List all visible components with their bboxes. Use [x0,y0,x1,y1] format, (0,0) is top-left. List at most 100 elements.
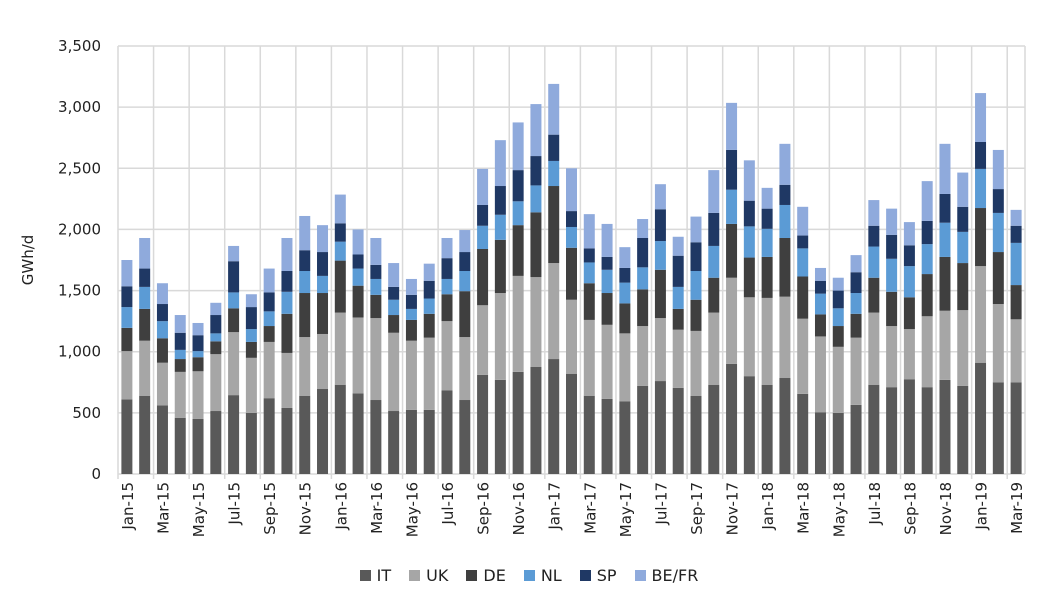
bar-be-fr-oct-18 [921,181,933,221]
bar-de-apr-18 [814,314,826,337]
bar-sp-feb-19 [992,189,1004,213]
bar-uk-jul-15 [228,332,240,396]
bar-it-sep-15 [263,398,275,474]
bar-uk-jan-19 [975,266,987,363]
bar-sp-feb-17 [566,211,577,227]
bar-sp-jun-16 [423,280,435,299]
bar-nl-sep-15 [263,311,275,327]
legend-label: UK [426,566,449,585]
bar-de-mar-17 [583,283,595,320]
bar-it-nov-17 [726,363,738,474]
x-tick-label: Sep-18 [901,482,919,535]
x-axis-ticks: Jan-15 Mar-15 May-15 Jul-15 Sep-15 Nov-15 Jan-… [119,482,1026,537]
bar-sp-jul-16 [441,258,453,279]
bar-it-dec-16 [530,367,542,474]
bar-sp-oct-18 [921,220,933,245]
bar-sp-mar-19 [1010,225,1022,243]
bar-nl-jan-19 [975,168,987,209]
bar-it-jun-16 [423,409,435,474]
bar-uk-feb-15 [139,340,151,396]
bar-it-mar-17 [583,395,595,474]
bar-de-aug-18 [886,291,898,327]
bar-de-jun-17 [637,289,649,327]
legend-label: DE [483,566,506,585]
bar-uk-mar-16 [370,318,382,401]
bar-nl-jul-17 [654,241,666,270]
bar-sp-may-15 [192,335,204,352]
x-tick-label: May-17 [617,482,635,537]
legend-item: UK [409,566,448,585]
bar-it-mar-16 [370,400,382,474]
bar-it-dec-18 [957,385,969,474]
bar-be-fr-dec-18 [957,172,969,207]
bar-de-aug-17 [672,308,684,330]
bar-sp-sep-17 [690,242,702,272]
bar-be-fr-mar-16 [370,237,382,265]
legend-swatch [523,570,535,581]
bar-uk-oct-16 [494,293,506,380]
bar-it-jun-17 [637,385,649,474]
bar-sp-mar-15 [156,304,168,322]
bar-uk-aug-17 [672,329,684,388]
bar-uk-jan-17 [548,263,560,360]
bar-it-mar-15 [156,405,168,474]
bar-be-fr-jan-16 [334,194,346,224]
bar-de-may-18 [832,326,844,347]
x-tick-label: Sep-16 [475,482,493,535]
bar-nl-aug-15 [245,329,257,342]
bar-de-nov-15 [299,293,311,338]
y-tick-label: 3,000 [58,98,101,116]
bar-be-fr-aug-15 [245,294,257,308]
bar-de-nov-17 [726,223,738,278]
x-tick-label: Jul-17 [652,482,670,526]
bar-sp-mar-16 [370,264,382,279]
x-tick-label: Nov-18 [937,482,955,535]
legend-swatch [634,570,646,581]
bar-it-may-18 [832,412,844,474]
bar-be-fr-apr-15 [174,315,186,333]
bar-uk-jul-16 [441,321,453,391]
bar-sp-dec-17 [743,200,755,227]
bar-uk-apr-17 [601,324,613,399]
bar-nl-sep-18 [903,266,915,298]
bar-be-fr-jan-15 [121,260,133,287]
bar-sp-apr-16 [388,286,400,300]
bar-it-apr-15 [174,417,186,474]
bar-be-fr-apr-16 [388,263,400,287]
bar-de-dec-18 [957,263,969,311]
bar-be-fr-mar-18 [797,206,809,236]
bar-it-jan-17 [548,359,560,474]
bar-uk-apr-18 [814,336,826,413]
bar-it-mar-18 [797,393,809,474]
bar-uk-oct-18 [921,316,933,388]
bar-sp-jan-18 [761,208,773,229]
y-tick-label: 500 [72,404,101,422]
bar-nl-feb-17 [566,226,577,248]
bar-de-jul-18 [868,277,880,313]
bar-be-fr-may-15 [192,322,204,336]
bar-it-dec-17 [743,376,755,474]
bar-sp-jul-17 [654,209,666,242]
bar-sp-may-16 [405,294,417,309]
bar-it-sep-17 [690,395,702,474]
bar-it-jan-18 [761,384,773,474]
bar-it-jan-15 [121,399,133,474]
bar-nl-nov-17 [726,189,738,224]
bar-uk-apr-15 [174,371,186,418]
bar-de-dec-15 [317,293,329,334]
legend-label: IT [376,566,392,585]
bar-it-dec-15 [317,389,329,474]
bar-sp-apr-17 [601,256,613,270]
bar-uk-feb-18 [779,296,791,379]
bar-nl-jan-15 [121,307,133,328]
bar-be-fr-may-16 [405,278,417,295]
bar-sp-dec-18 [957,206,969,232]
bar-be-fr-nov-18 [939,143,951,194]
bar-be-fr-feb-16 [352,229,364,255]
x-tick-label: Jul-15 [226,482,244,526]
bar-sp-oct-15 [281,271,293,292]
bar-be-fr-feb-19 [992,149,1004,190]
bar-de-feb-18 [779,237,791,297]
bar-be-fr-jan-18 [761,187,773,209]
bar-de-oct-16 [494,239,506,294]
